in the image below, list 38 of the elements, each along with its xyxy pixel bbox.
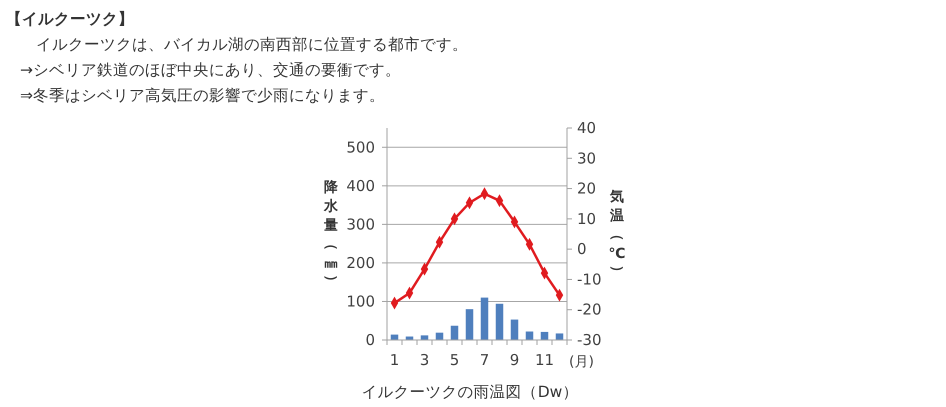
- y2-tick-label: 10: [577, 210, 596, 228]
- x-tick-label: 9: [510, 351, 520, 369]
- y-tick-label: 0: [365, 331, 375, 349]
- x-tick-label: 7: [480, 351, 490, 369]
- y2-tick-label: -30: [577, 331, 602, 349]
- bar: [466, 309, 474, 340]
- y-tick-label: 500: [346, 138, 375, 156]
- text: イルクーツクは、バイカル湖の南西部に位置する都市です。: [20, 36, 468, 54]
- text: →シベリア鉄道のほぼ中央にあり、交通の要衝です。: [20, 61, 401, 79]
- x-tick-label: 5: [450, 351, 460, 369]
- x-tick-label: 11: [534, 351, 554, 369]
- bar: [540, 332, 548, 340]
- y2-tick-label: 30: [577, 149, 596, 168]
- bar: [556, 333, 564, 340]
- bar: [450, 326, 458, 340]
- y2-tick-label: -10: [577, 270, 602, 288]
- text: イルクーツクの雨温図（Dw）: [362, 383, 578, 401]
- bar: [480, 298, 488, 340]
- bar: [526, 332, 534, 340]
- y-axis-title: 降水量（㎜）: [323, 180, 339, 288]
- bar: [496, 304, 504, 340]
- x-axis-title: (月): [569, 354, 594, 370]
- text: 【イルクーツク】: [6, 10, 134, 28]
- text: ⇒冬季はシベリア高気圧の影響で少雨になります。: [20, 86, 385, 104]
- y-tick-label: 400: [346, 176, 375, 195]
- bar: [436, 332, 444, 340]
- x-tick-label: 3: [420, 351, 430, 369]
- y2-tick-label: 0: [577, 240, 587, 258]
- y-tick-label: 300: [346, 215, 375, 234]
- bar: [390, 334, 398, 340]
- y-tick-label: 200: [346, 254, 375, 272]
- y2-tick-label: 20: [577, 180, 596, 198]
- y-tick-label: 100: [346, 292, 375, 310]
- y2-tick-label: -20: [577, 300, 602, 319]
- y2-tick-label: 40: [577, 119, 596, 137]
- y2-axis-title: 気温（℃）: [608, 189, 626, 279]
- x-tick-label: 1: [390, 351, 400, 369]
- bar: [510, 320, 518, 340]
